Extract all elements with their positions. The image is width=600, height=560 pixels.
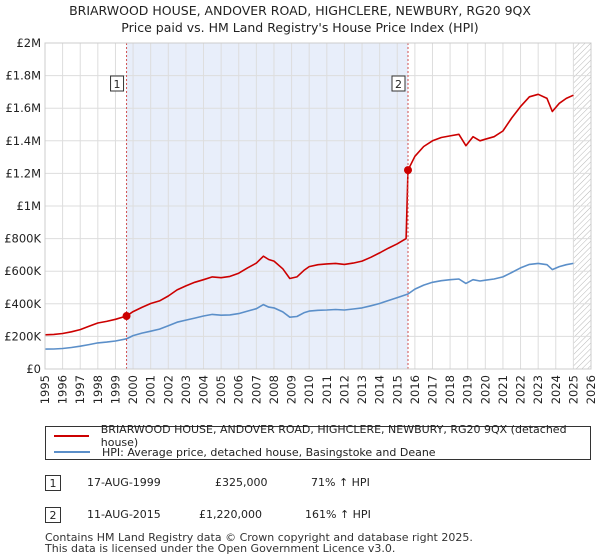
- sale-marker-box: [110, 75, 125, 92]
- y-tick-label: £200K: [4, 329, 41, 343]
- x-tick-label: 2025: [566, 375, 580, 404]
- x-tick-label: 2019: [461, 375, 475, 404]
- x-tick-label: 2023: [531, 375, 545, 404]
- x-tick-label: 1995: [38, 375, 52, 404]
- y-tick-label: £2M: [16, 36, 41, 50]
- x-tick-label: 1996: [56, 375, 70, 404]
- x-tick-label: 2009: [285, 375, 299, 404]
- x-tick-label: 2014: [373, 375, 387, 404]
- x-tick-label: 1997: [73, 375, 87, 404]
- sale-point: [404, 166, 413, 175]
- x-tick-label: 2012: [337, 375, 351, 404]
- y-tick-label: £400K: [4, 297, 41, 311]
- legend-swatch-hpi: [54, 451, 90, 453]
- x-tick-label: 2008: [267, 375, 281, 404]
- x-tick-label: 2022: [514, 375, 528, 404]
- x-tick-label: 2017: [425, 375, 439, 404]
- x-tick-label: 2002: [161, 375, 175, 404]
- x-tick-label: 2024: [549, 375, 563, 404]
- x-tick-label: 2010: [302, 375, 316, 404]
- hpi-line: [44, 262, 574, 350]
- x-tick-label: 2013: [355, 375, 369, 404]
- legend-item-hpi: HPI: Average price, detached house, Basi…: [46, 444, 436, 460]
- price-chart: 1 2 £0 £200K £400K £600K £800K £1M £1.2M £1.4M £1…: [4, 36, 598, 404]
- transaction-price: £325,000: [215, 476, 268, 489]
- transaction-price: £1,220,000: [199, 508, 262, 521]
- x-tick-label: 1998: [91, 375, 105, 404]
- chart-title: BRIARWOOD HOUSE, ANDOVER ROAD, HIGHCLERE…: [69, 3, 531, 18]
- plot-frame: [44, 42, 592, 370]
- x-tick-label: 2006: [232, 375, 246, 404]
- transaction-date: 11-AUG-2015: [87, 508, 161, 521]
- y-tick-label: £1.6M: [5, 101, 41, 115]
- transaction-hpi-change: 71% ↑ HPI: [311, 476, 370, 489]
- legend-label-property: BRIARWOOD HOUSE, ANDOVER ROAD, HIGHCLERE…: [100, 423, 567, 449]
- legend-item-property: BRIARWOOD HOUSE, ANDOVER ROAD, HIGHCLERE…: [46, 423, 590, 449]
- footer: Contains HM Land Registry data © Crown c…: [45, 532, 473, 554]
- property-price-line: [44, 93, 574, 336]
- x-tick-label: 1999: [108, 375, 122, 404]
- x-tick-label: 2026: [584, 375, 598, 404]
- x-tick-label: 2011: [320, 375, 334, 404]
- sale-point: [122, 312, 131, 321]
- x-tick-label: 2016: [408, 375, 422, 404]
- chart-subtitle: Price paid vs. HM Land Registry's House …: [121, 20, 479, 35]
- y-tick-label: £1.2M: [5, 166, 41, 180]
- footer-copyright: Contains HM Land Registry data © Crown c…: [45, 531, 473, 544]
- x-tick-label: 2015: [390, 375, 404, 404]
- y-tick-label: £1.4M: [5, 134, 41, 148]
- x-tick-label: 2005: [214, 375, 228, 404]
- y-tick-label: £1.8M: [5, 69, 41, 83]
- x-tick-label: 2020: [478, 375, 492, 404]
- x-tick-label: 2018: [443, 375, 457, 404]
- x-tick-label: 2021: [496, 375, 510, 404]
- y-tick-label: £600K: [4, 264, 41, 278]
- legend-swatch-property: [54, 435, 89, 437]
- y-tick-label: £800K: [4, 232, 41, 246]
- sale-marker-label: 2: [395, 78, 402, 91]
- y-tick-label: £1M: [16, 199, 41, 213]
- legend-label-hpi: HPI: Average price, detached house, Basi…: [102, 445, 436, 459]
- sale-marker-box: [391, 75, 406, 92]
- x-tick-label: 2007: [249, 375, 263, 404]
- y-tick-label: £0: [26, 362, 41, 376]
- transaction-date: 17-AUG-1999: [87, 476, 161, 489]
- sale-marker-label: 1: [114, 78, 121, 91]
- x-tick-label: 2003: [179, 375, 193, 404]
- transaction-number-badge: 2: [45, 507, 61, 523]
- legend: BRIARWOOD HOUSE, ANDOVER ROAD, HIGHCLERE…: [45, 423, 591, 460]
- x-tick-label: 2000: [126, 375, 140, 404]
- footer-licence: This data is licensed under the Open Gov…: [45, 542, 396, 555]
- x-tick-label: 2004: [197, 375, 211, 404]
- x-tick-label: 2001: [144, 375, 158, 404]
- transaction-hpi-change: 161% ↑ HPI: [305, 508, 371, 521]
- transaction-number-badge: 1: [45, 475, 61, 491]
